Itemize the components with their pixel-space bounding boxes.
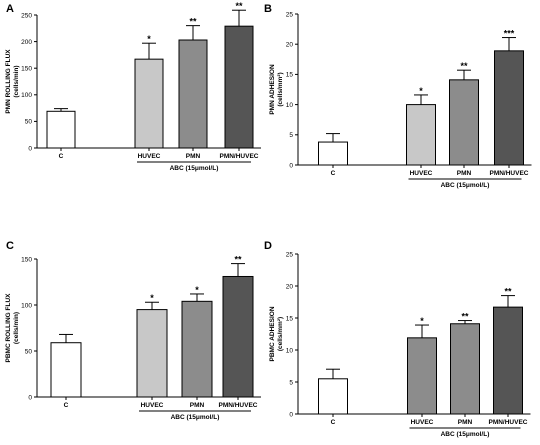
category-label: HUVEC [138,153,161,160]
bar [181,300,213,398]
category-label: PMN [190,402,205,409]
category-label: PMN [458,419,473,426]
bar [318,141,348,166]
category-label: C [331,170,336,177]
y-tick-label: 0 [289,162,293,169]
y-tick-label: 50 [25,119,33,126]
group-label: ABC (15μmol/L) [170,165,219,172]
panel-letter: B [264,3,272,15]
significance-label: * [420,316,424,326]
significance-label: ** [461,312,469,322]
y-tick-label: 15 [286,72,294,79]
bar [407,337,437,415]
y-tick-label: 0 [28,394,32,401]
bar [406,104,436,166]
category-label: PMN [186,153,201,160]
panel-letter: C [6,240,14,252]
y-tick-label: 15 [286,315,294,322]
bar [493,306,523,415]
significance-label: * [147,34,151,44]
significance-label: *** [504,29,515,39]
bar [449,79,479,166]
y-axis-label-line: (cells/min) [13,65,20,97]
significance-label: * [419,86,423,96]
y-tick-label: 5 [289,132,293,139]
significance-label: ** [189,17,197,27]
y-tick-label: 0 [28,145,32,152]
y-tick-label: 20 [286,42,294,49]
y-tick-label: 25 [286,11,294,18]
y-axis-label-line: (cells/mm²) [277,72,284,106]
panel-d: D 0 5 10 15 20 25 PBMC ADHESION(cells/mm²) C * HUV… [264,240,531,438]
significance-label: * [195,285,199,295]
y-tick-label: 20 [286,283,294,290]
y-tick-label: 5 [289,379,293,386]
category-label: HUVEC [141,402,164,409]
bar [136,309,168,398]
y-axis-label: PBMC ADHESION(cells/mm²) [269,306,284,361]
bar [134,58,164,149]
group-label: ABC (15μmol/L) [441,431,490,438]
y-tick-label: 200 [21,39,32,46]
y-tick-label: 100 [21,92,32,99]
panel-c: C 0 50 100 150 PBMC ROLLING FLUX(cells/min) C *… [5,240,261,421]
significance-label: ** [235,1,243,11]
y-axis-label-line: PBMC ADHESION [269,306,276,361]
panel-a: A 0 50 100 150 200 250 PMN ROLLING FLUX(cells/m… [5,1,261,172]
y-tick-label: 0 [289,411,293,418]
y-axis-label: PMN ROLLING FLUX(cells/min) [5,49,20,114]
y-axis-label-line: PMN ADHESION [269,64,276,115]
significance-label: ** [460,61,468,71]
y-axis-label-line: PBMC ROLLING FLUX [5,293,12,363]
y-tick-label: 10 [286,102,294,109]
category-label: HUVEC [410,170,433,177]
y-tick-label: 10 [286,347,294,354]
panel-letter: A [6,3,14,15]
category-label: PMN/HUVEC [488,419,527,426]
significance-label: ** [234,255,242,265]
bar [222,275,254,398]
bar [224,25,254,149]
y-axis-label-line: (cells/mm²) [277,317,284,351]
y-axis-label: PBMC ROLLING FLUX(cells/min) [5,293,20,363]
category-label: PMN/HUVEC [489,170,528,177]
bar [178,39,208,149]
bar [494,50,524,166]
panel-letter: D [264,240,272,252]
category-label: C [331,419,336,426]
bar [318,378,348,415]
panel-b: B 0 5 10 15 20 25 PMN ADHESION(cells/mm²) C * HUVE… [264,3,532,189]
group-label: ABC (15μmol/L) [441,182,490,189]
category-label: HUVEC [411,419,434,426]
category-label: PMN/HUVEC [219,153,258,160]
y-axis-label-line: PMN ROLLING FLUX [5,49,12,114]
significance-label: * [150,293,154,303]
bar [50,342,82,398]
y-tick-label: 150 [21,256,32,263]
bar [46,110,76,149]
y-tick-label: 50 [25,348,33,355]
category-label: C [59,153,64,160]
y-tick-label: 250 [21,12,32,19]
y-tick-label: 100 [21,302,32,309]
category-label: PMN [457,170,472,177]
category-label: PMN/HUVEC [218,402,257,409]
y-tick-label: 150 [21,66,32,73]
y-axis-label-line: (cells/min) [13,312,20,344]
significance-label: ** [504,287,512,297]
category-label: C [64,402,69,409]
bar [450,323,480,415]
y-tick-label: 25 [286,251,294,258]
y-axis-label: PMN ADHESION(cells/mm²) [269,64,284,115]
group-label: ABC (15μmol/L) [171,414,220,421]
